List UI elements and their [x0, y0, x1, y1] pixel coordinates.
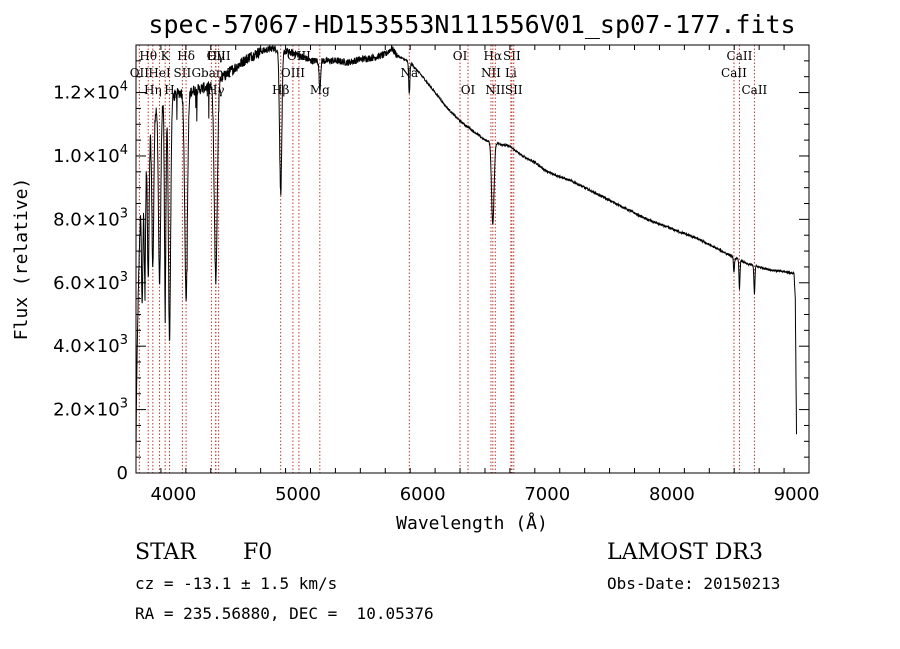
spectral-line-label: SII [503, 49, 521, 63]
spectral-line-label: NII [481, 66, 501, 80]
spectral-line-label: Na [400, 66, 418, 80]
y-tick-exponent: 3 [120, 333, 128, 348]
x-tick-label: 8000 [649, 484, 695, 505]
redshift-value: cz = -13.1 ± 1.5 km/s [135, 574, 338, 593]
spectral-line-label: CaII [721, 66, 747, 80]
spectral-line-label: SII [505, 83, 523, 97]
y-tick-mantissa: 4.0×10 [53, 336, 120, 357]
chart-title: spec-57067-HD153553N111556V01_sp07-177.f… [148, 10, 795, 39]
x-tick-label: 6000 [400, 484, 446, 505]
y-tick-mantissa: 1.2×10 [53, 83, 120, 104]
x-axis-label: Wavelength (Å) [396, 512, 548, 534]
y-tick-mantissa: 8.0×10 [53, 209, 120, 230]
y-tick-exponent: 4 [120, 80, 128, 95]
spectral-line-label: CaII [741, 83, 767, 97]
spectral-line-label: H [164, 83, 174, 97]
y-tick-label: 2.0×103 [53, 397, 128, 421]
y-tick-mantissa: 1.0×10 [53, 146, 120, 167]
y-tick-mantissa: 6.0×10 [53, 273, 120, 294]
x-tick-label: 4000 [150, 484, 196, 505]
y-tick-label: 1.0×104 [53, 143, 128, 167]
spectrum-series-line [135, 44, 797, 456]
spectral-line-label: OIII [207, 49, 231, 63]
spectral-line-label: OI [453, 49, 468, 63]
spectral-line-label: SII [174, 66, 192, 80]
y-tick-exponent: 4 [120, 143, 128, 158]
y-tick-mantissa: 0 [117, 463, 128, 484]
x-tick-label: 9000 [774, 484, 820, 505]
y-tick-exponent: 3 [120, 397, 128, 412]
y-tick-label: 6.0×103 [53, 270, 128, 294]
spectral-line-label: Hθ [139, 49, 157, 63]
axis-ticks: 4000 5000 6000 7000 8000 900002.0×1034.0×1036… [53, 45, 819, 505]
spectral-line-label: Hα [484, 49, 503, 63]
survey-name: LAMOST DR3 [607, 540, 763, 565]
y-tick-label: 1.2×104 [53, 80, 128, 104]
object-class: STAR [135, 540, 196, 565]
y-tick-mantissa: 2.0×10 [53, 400, 120, 421]
object-subclass: F0 [243, 540, 273, 565]
spectral-line-label: Hδ [177, 49, 195, 63]
y-axis-label: Flux (relative) [11, 178, 32, 341]
observation-date: Obs-Date: 20150213 [607, 574, 781, 593]
spectral-line-label: NII [485, 83, 505, 97]
spectral-line-label: Hη [144, 83, 162, 97]
y-tick-label: 8.0×103 [53, 206, 128, 230]
spectral-line-label: Hβ [272, 83, 289, 97]
spectral-line-label: K [161, 49, 171, 63]
spectral-line-label: OII [130, 66, 150, 80]
spectral-line-label: OI [461, 83, 476, 97]
spectral-line-label: CaII [727, 49, 753, 63]
spectral-line-label: OIII [281, 66, 305, 80]
plot-frame [135, 44, 810, 474]
y-tick-label: 4.0×103 [53, 333, 128, 357]
x-tick-label: 5000 [275, 484, 321, 505]
y-tick-label: 0 [117, 463, 128, 484]
sky-coordinates: RA = 235.56880, DEC = 10.05376 [135, 604, 434, 623]
spectral-line-label: HeI [148, 66, 171, 80]
y-tick-exponent: 3 [120, 206, 128, 221]
x-tick-label: 7000 [524, 484, 570, 505]
spectral-line-label: Li [505, 66, 517, 80]
y-tick-exponent: 3 [120, 270, 128, 285]
